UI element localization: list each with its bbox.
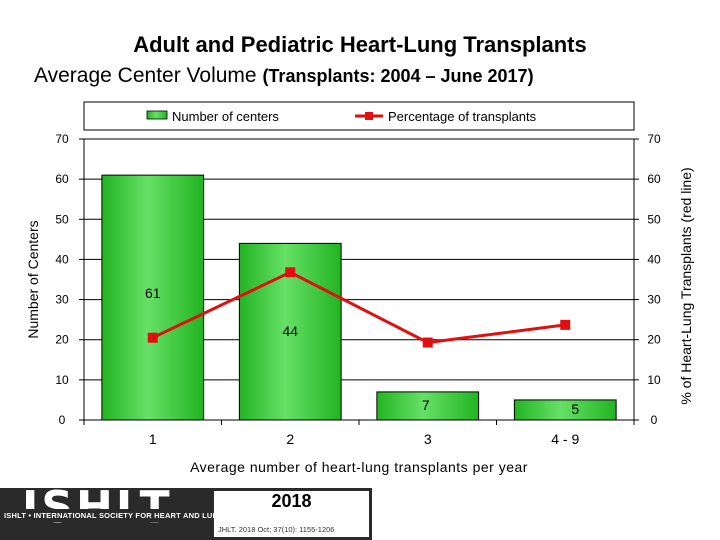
- line-series: [147, 267, 571, 348]
- line-point-0: [147, 332, 158, 343]
- subtitle-period: (Transplants: 2004 – June 2017): [262, 66, 534, 86]
- bar-3: [513, 399, 617, 421]
- legend-swatch-bar: [146, 110, 168, 120]
- bar-series: [101, 174, 617, 421]
- subtitle-main: Average Center Volume: [34, 64, 257, 87]
- ytick-label-right-60: 60: [647, 172, 661, 186]
- legend: Number of centers Percentage of transplan…: [83, 101, 635, 131]
- ishlt-logo: ISHLT ISHLT • INTERNATIONAL SOCIETY FOR …: [0, 488, 372, 540]
- data-label-1: 44: [282, 323, 298, 339]
- ytick-label-left-10: 10: [55, 373, 69, 387]
- axes: 0 0 10 10 20 20 30 30 40 40 50 50 60 60 70 70 1 2 3 4 - 9 Av…: [25, 132, 694, 475]
- data-label-2: 7: [422, 397, 430, 413]
- ytick-label-right-0: 0: [651, 413, 658, 427]
- bar-1: [238, 242, 342, 421]
- ytick-label-left-30: 30: [55, 293, 69, 307]
- legend-label-bar: Number of centers: [172, 109, 279, 124]
- logo-panel: 2018 JHLT. 2018 Oct; 37(10): 1155-1206: [214, 491, 369, 537]
- logo-tagline: ISHLT • INTERNATIONAL SOCIETY FOR HEART …: [0, 509, 302, 522]
- ytick-label-right-30: 30: [647, 293, 661, 307]
- ytick-label-left-50: 50: [55, 212, 69, 226]
- legend-marker-line: [365, 112, 373, 120]
- chart-subtitle: Average Center Volume (Transplants: 2004…: [34, 64, 534, 88]
- chart-title: Adult and Pediatric Heart-Lung Transplan…: [133, 32, 587, 57]
- ytick-label-left-60: 60: [55, 172, 69, 186]
- ytick-label-right-40: 40: [647, 252, 661, 266]
- data-label-0: 61: [145, 285, 161, 301]
- logo-citation: JHLT. 2018 Oct; 37(10): 1155-1206: [218, 525, 335, 534]
- line-path: [152, 270, 566, 345]
- ytick-label-right-10: 10: [647, 373, 661, 387]
- ytick-label-left-40: 40: [55, 252, 69, 266]
- bar-2: [376, 391, 480, 421]
- xtick-label-3: 4 - 9: [551, 431, 579, 447]
- line-point-1: [285, 267, 296, 278]
- ytick-label-left-70: 70: [55, 132, 69, 146]
- ytick-label-right-20: 20: [647, 333, 661, 347]
- x-axis-label: Average number of heart-lung transplants…: [190, 459, 528, 475]
- ytick-label-left-20: 20: [55, 333, 69, 347]
- xtick-label-2: 3: [424, 431, 432, 447]
- y-axis-label-right: % of Heart-Lung Transplants (red line): [678, 167, 694, 404]
- logo-year: 2018: [271, 491, 312, 511]
- data-labels: 61 44 7 5: [145, 285, 579, 417]
- ytick-label-right-50: 50: [647, 212, 661, 226]
- legend-label-line: Percentage of transplants: [388, 109, 537, 124]
- ytick-label-left-0: 0: [59, 413, 66, 427]
- bar-0: [101, 174, 205, 421]
- line-point-3: [560, 319, 571, 330]
- ytick-label-right-70: 70: [647, 132, 661, 146]
- chart-svg: 61 44 7 5 0 0 10 10 20 20 30 30 40 40 50 50 60 60 70 70 1 2 3…: [25, 101, 694, 475]
- xtick-label-1: 2: [286, 431, 294, 447]
- data-label-3: 5: [571, 401, 579, 417]
- y-axis-label-left: Number of Centers: [25, 220, 41, 338]
- xtick-label-0: 1: [149, 431, 157, 447]
- line-point-2: [422, 337, 433, 348]
